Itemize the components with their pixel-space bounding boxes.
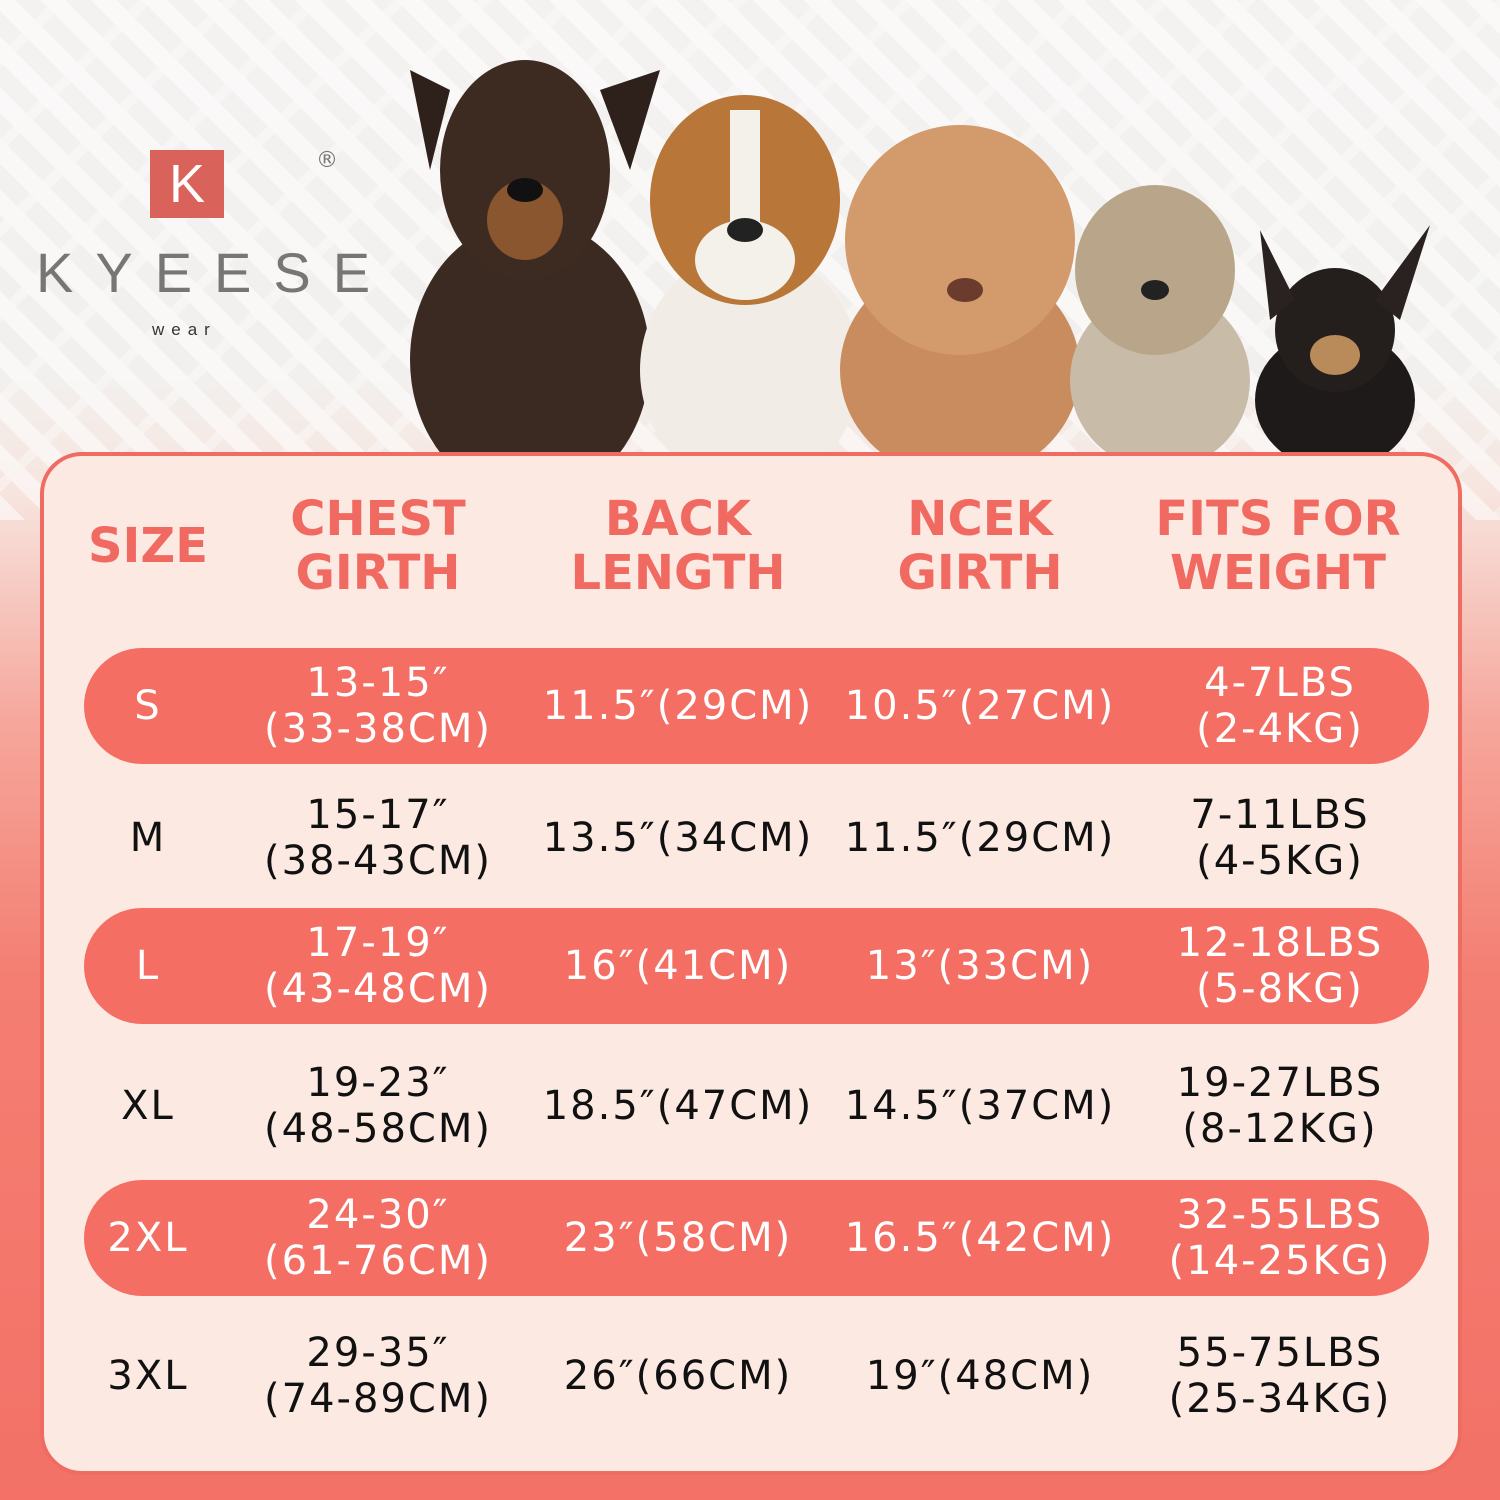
neck-girth-cell-text: 19″(48CM) [865, 1353, 1095, 1399]
neck-girth-cell-text: 16.5″(42CM) [844, 1215, 1116, 1261]
table-row: M 15-17″ (38-43CM) 13.5″(34CM) 11.5″(29CM) 7-… [84, 780, 1429, 896]
back-length-cell-text: 18.5″(47CM) [542, 1083, 814, 1129]
neck-girth-cell-text: 11.5″(29CM) [844, 815, 1116, 861]
table-row: 3XL 29-35″ (74-89CM) 26″(66CM) 19″(48CM) 55-7… [84, 1318, 1429, 1434]
weight-cell-text: (8-12KG) [1182, 1106, 1378, 1152]
table-row: L 17-19″ (43-48CM) 16″(41CM) 13″(33CM) 12-18L… [84, 908, 1429, 1024]
neck-girth-cell-text: 10.5″(27CM) [844, 683, 1116, 729]
weight-cell-text: (5-8KG) [1196, 966, 1364, 1012]
back-length-cell-text: 13.5″(34CM) [542, 815, 814, 861]
chest-girth-cell-text: 19-23″ [306, 1060, 450, 1106]
table-row: S 13-15″ (33-38CM) 11.5″(29CM) 10.5″(27CM) 4-… [84, 648, 1429, 764]
size-cell: L [136, 943, 160, 989]
chest-girth-cell-text: 17-19″ [306, 920, 450, 966]
size-cell: 3XL [107, 1353, 188, 1399]
neck-girth-cell: 13″(33CM) [866, 943, 1094, 989]
chest-girth-cell-text: (43-48CM) [264, 966, 492, 1012]
beagle-image [640, 95, 860, 455]
weight-cell-text: 7-11LBS [1190, 792, 1370, 838]
back-length-cell-text: 23″(58CM) [563, 1215, 793, 1261]
weight-cell: 32-55LBS (14-25KG) [1169, 1192, 1392, 1284]
chest-girth-cell: 19-23″ (48-58CM) [264, 1060, 492, 1152]
chihuahua-image [1255, 225, 1430, 455]
chest-girth-cell-text: (48-58CM) [264, 1106, 492, 1152]
weight-cell: 4-7LBS (2-4KG) [1196, 660, 1364, 752]
size-cell: M [130, 815, 167, 861]
brand-name: KYEESE [36, 241, 393, 304]
weight-cell-text: (25-34KG) [1168, 1376, 1392, 1422]
weight-cell-text: 32-55LBS [1176, 1192, 1384, 1238]
chest-girth-cell: 13-15″ (33-38CM) [264, 660, 492, 752]
back-length-cell: 18.5″(47CM) [543, 1083, 814, 1129]
weight-cell-text: (4-5KG) [1196, 838, 1364, 884]
back-length-cell: 11.5″(29CM) [543, 683, 814, 729]
back-length-cell-text: 16″(41CM) [563, 943, 793, 989]
chest-girth-cell-text: (38-43CM) [264, 838, 492, 884]
size-cell-text: 2XL [107, 1215, 189, 1261]
weight-cell-text: 19-27LBS [1176, 1060, 1384, 1106]
weight-cell: 7-11LBS (4-5KG) [1190, 792, 1369, 884]
brand-subtitle: wear [152, 320, 217, 339]
size-cell-text: M [129, 815, 167, 861]
neck-girth-cell: 19″(48CM) [866, 1353, 1094, 1399]
chest-girth-cell: 15-17″ (38-43CM) [264, 792, 492, 884]
weight-cell-text: (14-25KG) [1168, 1238, 1392, 1284]
back-length-cell: 26″(66CM) [564, 1353, 792, 1399]
size-cell: XL [121, 1083, 175, 1129]
chest-girth-cell-text: 13-15″ [306, 660, 450, 706]
header-size: SIZE [87, 518, 209, 574]
weight-cell-text: (2-4KG) [1196, 706, 1364, 752]
chest-girth-cell-text: 29-35″ [306, 1330, 450, 1376]
chest-girth-cell-text: (61-76CM) [264, 1238, 492, 1284]
chest-girth-cell-text: (33-38CM) [264, 706, 492, 752]
logo-k-mark: K [150, 150, 224, 218]
header-chest-girth: CHEST GIRTH [290, 491, 466, 601]
back-length-cell-text: 11.5″(29CM) [542, 683, 814, 729]
size-cell: 2XL [107, 1215, 188, 1261]
neck-girth-cell: 16.5″(42CM) [845, 1215, 1116, 1261]
doberman-image [410, 60, 660, 455]
size-cell-text: XL [121, 1083, 175, 1129]
back-length-cell: 16″(41CM) [564, 943, 792, 989]
dogs-photo [410, 60, 1430, 455]
header-back-length: BACK LENGTH [570, 491, 786, 601]
weight-cell: 55-75LBS (25-34KG) [1169, 1330, 1392, 1422]
size-cell-text: L [135, 943, 161, 989]
header-weight: FITS FOR WEIGHT [1155, 491, 1401, 601]
neck-girth-cell: 11.5″(29CM) [845, 815, 1116, 861]
size-cell: S [134, 683, 161, 729]
weight-cell-text: 4-7LBS [1204, 660, 1356, 706]
registered-mark: ® [316, 148, 338, 173]
size-cell-text: S [134, 683, 162, 729]
neck-girth-cell-text: 13″(33CM) [865, 943, 1095, 989]
weight-cell: 12-18LBS (5-8KG) [1177, 920, 1384, 1012]
neck-girth-cell: 14.5″(37CM) [845, 1083, 1116, 1129]
chest-girth-cell: 29-35″ (74-89CM) [264, 1330, 492, 1422]
back-length-cell: 13.5″(34CM) [543, 815, 814, 861]
table-row: XL 19-23″ (48-58CM) 18.5″(47CM) 14.5″(37CM) 1… [84, 1048, 1429, 1164]
poodle-image [840, 125, 1080, 455]
back-length-cell: 23″(58CM) [564, 1215, 792, 1261]
chest-girth-cell: 17-19″ (43-48CM) [264, 920, 492, 1012]
size-cell-text: 3XL [107, 1353, 189, 1399]
weight-cell-text: 55-75LBS [1176, 1330, 1384, 1376]
chest-girth-cell-text: 15-17″ [306, 792, 450, 838]
weight-cell-text: 12-18LBS [1176, 920, 1384, 966]
brand-logo: K ® KYEESE wear [30, 140, 370, 350]
chest-girth-cell: 24-30″ (61-76CM) [264, 1192, 492, 1284]
chest-girth-cell-text: (74-89CM) [264, 1376, 492, 1422]
neck-girth-cell: 10.5″(27CM) [845, 683, 1116, 729]
weight-cell: 19-27LBS (8-12KG) [1177, 1060, 1384, 1152]
back-length-cell-text: 26″(66CM) [563, 1353, 793, 1399]
neck-girth-cell-text: 14.5″(37CM) [844, 1083, 1116, 1129]
header-neck-girth: NCEK GIRTH [897, 491, 1063, 601]
table-row: 2XL 24-30″ (61-76CM) 23″(58CM) 16.5″(42CM) 32… [84, 1180, 1429, 1296]
terrier-image [1070, 185, 1250, 455]
chest-girth-cell-text: 24-30″ [306, 1192, 450, 1238]
